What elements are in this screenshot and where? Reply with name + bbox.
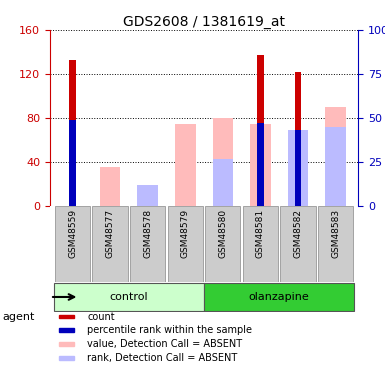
Bar: [137, 195, 158, 206]
Bar: [257, 56, 264, 206]
Bar: [295, 130, 301, 206]
Text: GSM48581: GSM48581: [256, 209, 265, 258]
Text: GSM48579: GSM48579: [181, 209, 190, 258]
Bar: [205, 206, 241, 282]
Bar: [213, 118, 233, 206]
Text: GSM48578: GSM48578: [143, 209, 152, 258]
Bar: [137, 185, 158, 206]
Text: value, Detection Call = ABSENT: value, Detection Call = ABSENT: [87, 339, 242, 349]
Bar: [288, 130, 308, 206]
Bar: [295, 72, 301, 206]
Bar: [130, 206, 166, 282]
Bar: [55, 206, 90, 282]
Bar: [100, 166, 121, 206]
Text: rank, Detection Call = ABSENT: rank, Detection Call = ABSENT: [87, 353, 237, 363]
Text: GSM48577: GSM48577: [105, 209, 115, 258]
Text: olanzapine: olanzapine: [249, 292, 310, 302]
Bar: [59, 315, 74, 318]
Bar: [59, 356, 74, 360]
Text: GSM48583: GSM48583: [331, 209, 340, 258]
Bar: [250, 124, 271, 206]
Title: GDS2608 / 1381619_at: GDS2608 / 1381619_at: [123, 15, 285, 29]
Bar: [204, 284, 354, 310]
Bar: [243, 206, 278, 282]
Text: count: count: [87, 312, 115, 321]
Text: GSM48580: GSM48580: [218, 209, 227, 258]
Text: GSM48582: GSM48582: [293, 209, 303, 258]
Bar: [280, 206, 316, 282]
Bar: [325, 107, 346, 206]
Bar: [257, 123, 264, 206]
Bar: [318, 206, 353, 282]
Bar: [167, 206, 203, 282]
Bar: [175, 124, 196, 206]
Bar: [69, 60, 76, 206]
Bar: [92, 206, 128, 282]
Bar: [59, 342, 74, 346]
Text: GSM48559: GSM48559: [68, 209, 77, 258]
Text: percentile rank within the sample: percentile rank within the sample: [87, 326, 252, 335]
Text: agent: agent: [2, 312, 34, 322]
Bar: [69, 120, 76, 206]
Bar: [325, 127, 346, 206]
Bar: [54, 284, 204, 310]
Bar: [213, 159, 233, 206]
Text: control: control: [110, 292, 148, 302]
Bar: [59, 328, 74, 332]
